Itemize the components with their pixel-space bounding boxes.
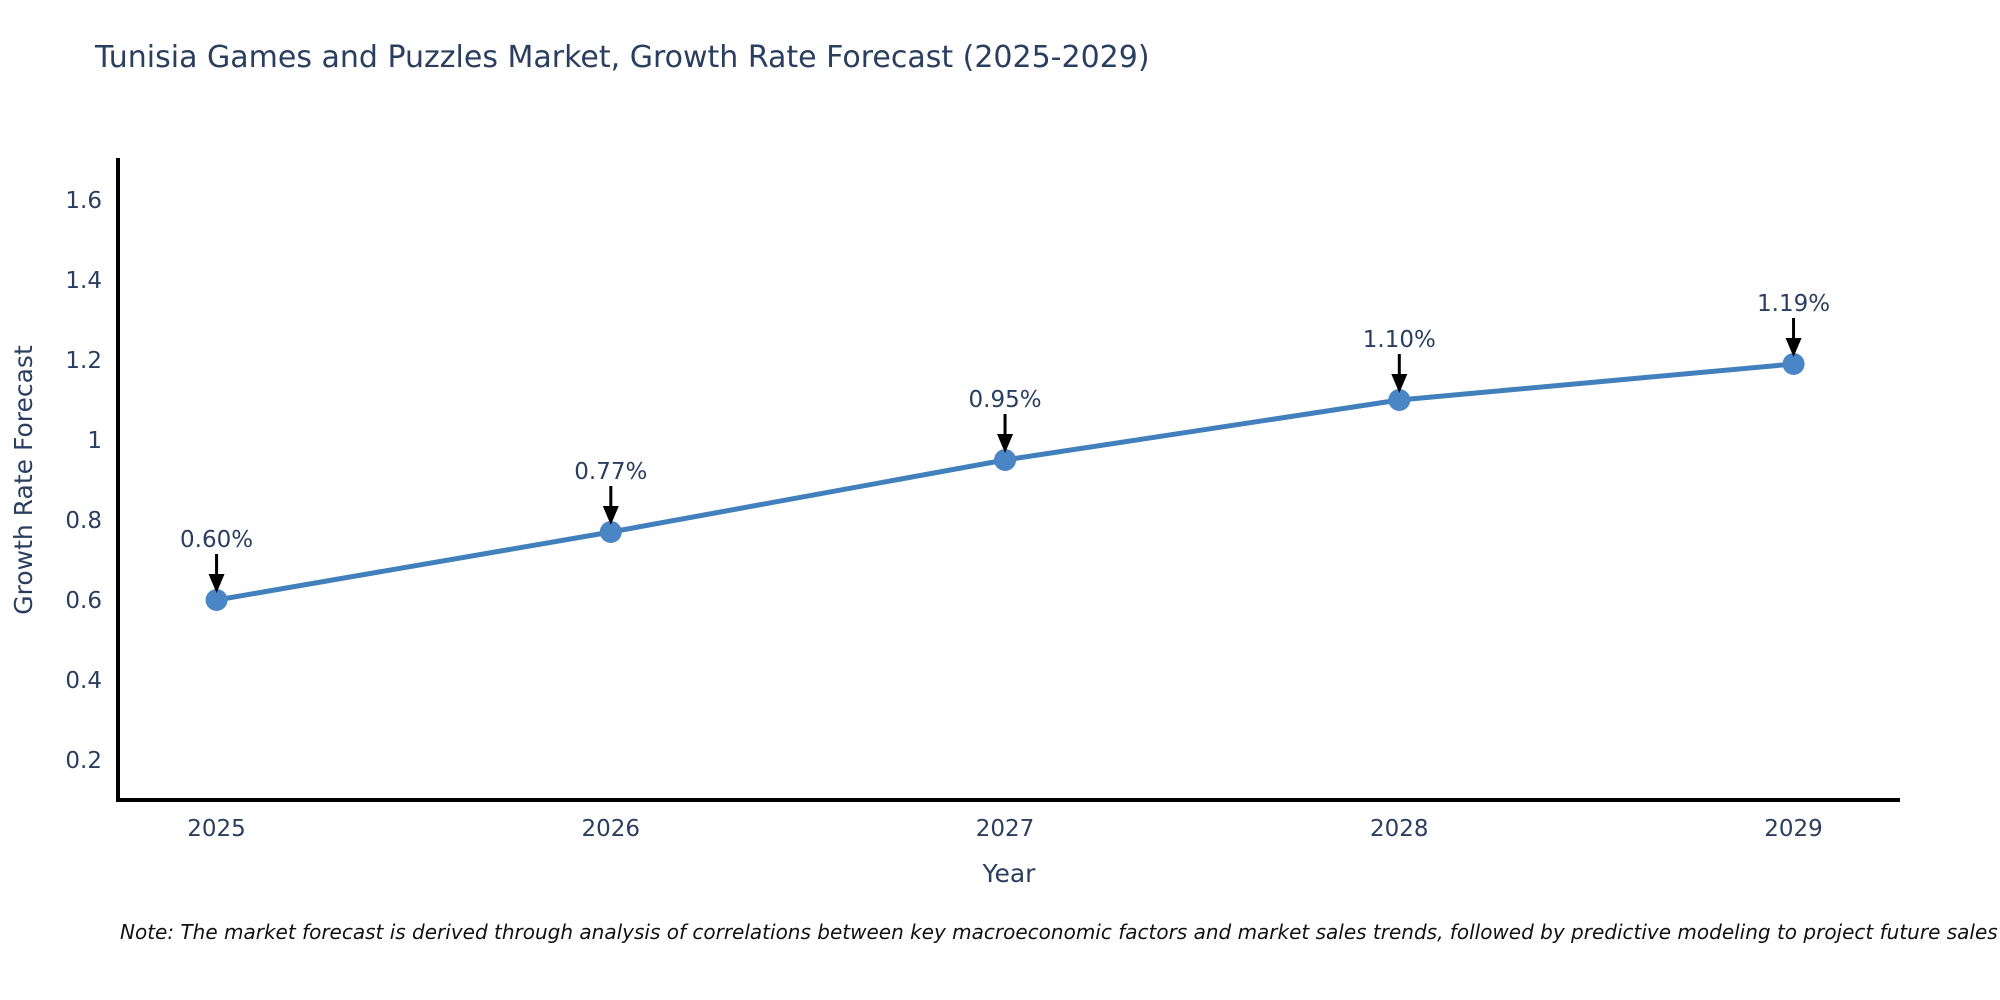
x-tick-label: 2028 [1370, 816, 1429, 842]
x-tick-label: 2025 [187, 816, 246, 842]
point-annotation-label: 1.19% [1757, 291, 1830, 317]
y-tick-label: 1.4 [65, 268, 102, 294]
point-annotation-label: 1.10% [1363, 327, 1436, 353]
annotation-arrowhead [997, 434, 1014, 453]
y-tick-label: 0.8 [65, 508, 102, 534]
annotation-arrowhead [1391, 374, 1408, 393]
data-point-marker [1388, 389, 1411, 411]
point-annotation-label: 0.95% [969, 387, 1042, 413]
x-tick-label: 2027 [976, 816, 1035, 842]
point-annotation-label: 0.60% [180, 527, 253, 553]
y-tick-label: 0.4 [65, 668, 102, 694]
y-tick-label: 1.6 [65, 188, 102, 214]
x-tick-label: 2026 [582, 816, 641, 842]
annotation-arrowhead [1785, 338, 1802, 357]
y-axis-title: Growth Rate Forecast [9, 345, 38, 615]
annotation-arrowhead [208, 574, 225, 593]
annotation-arrowhead [602, 506, 619, 525]
y-tick-label: 0.6 [65, 588, 102, 614]
data-point-marker [205, 589, 228, 611]
x-tick-label: 2029 [1764, 816, 1823, 842]
x-axis-title: Year [982, 859, 1037, 888]
point-annotation-label: 0.77% [574, 459, 647, 485]
chart-title: Tunisia Games and Puzzles Market, Growth… [95, 40, 1150, 75]
y-tick-label: 0.2 [65, 748, 102, 774]
y-tick-label: 1 [87, 428, 102, 454]
data-point-marker [994, 449, 1017, 471]
data-point-marker [599, 521, 622, 543]
footnote-text: Note: The market forecast is derived thr… [120, 920, 1998, 944]
data-point-marker [1782, 353, 1805, 375]
y-tick-label: 1.2 [65, 348, 102, 374]
